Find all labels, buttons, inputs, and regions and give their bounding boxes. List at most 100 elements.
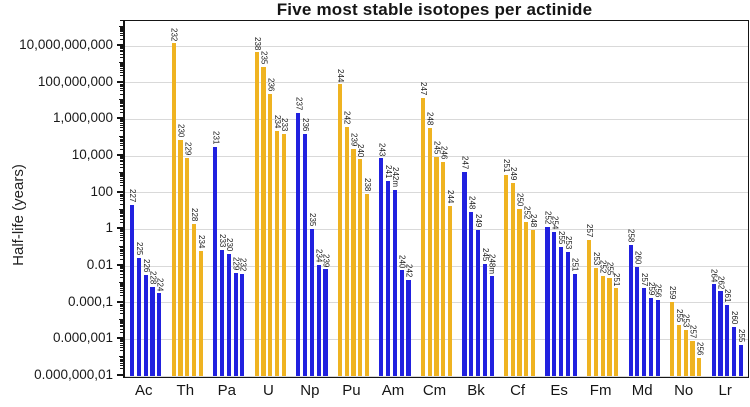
y-minor-tick: [120, 286, 123, 288]
bar-rect: [572, 273, 577, 376]
y-minor-tick: [120, 358, 123, 360]
y-minor-tick: [120, 45, 123, 47]
isotope-label: 248: [529, 214, 539, 228]
isotope-label: 225: [134, 242, 144, 256]
y-minor-tick: [120, 319, 123, 321]
bar-rect: [725, 305, 730, 376]
y-minor-tick: [120, 161, 123, 163]
bar-rect: [517, 208, 522, 376]
y-minor-tick: [120, 99, 123, 101]
y-minor-tick: [120, 194, 123, 196]
isotope-bar-Md-257: 257: [640, 21, 649, 376]
bar-rect: [434, 157, 439, 376]
y-minor-tick: [120, 67, 123, 69]
y-minor-tick: [120, 64, 123, 66]
y-major-tick: [117, 264, 123, 267]
plot-area: 227 225 226 228 224 232 230 229 228 234 231 233 230 2…: [123, 20, 749, 378]
y-minor-tick: [120, 200, 123, 202]
y-minor-tick: [120, 258, 123, 260]
isotope-bar-Pa-232: 232: [238, 21, 247, 376]
y-minor-tick: [120, 255, 123, 257]
y-minor-tick: [120, 231, 123, 233]
y-minor-tick: [120, 139, 123, 141]
isotope-bar-No-253: 253: [682, 21, 691, 376]
y-minor-tick: [120, 276, 123, 278]
y-minor-tick: [120, 137, 123, 139]
y-minor-tick: [120, 155, 123, 157]
y-minor-tick: [120, 26, 123, 28]
bar-rect: [607, 277, 612, 376]
bar-rect: [309, 228, 314, 376]
element-group-Th: 232 230 229 228 234: [167, 21, 209, 376]
y-minor-tick: [120, 357, 123, 359]
y-minor-tick: [120, 214, 123, 216]
isotope-bar-Es-254: 254: [550, 21, 559, 376]
y-minor-tick: [120, 159, 123, 161]
bar-rect: [323, 269, 328, 376]
isotope-bar-Cf-252: 252: [522, 21, 531, 376]
y-minor-tick: [120, 246, 123, 248]
y-minor-tick: [120, 362, 123, 364]
isotope-label: 234: [314, 248, 324, 263]
isotope-label: 259: [668, 286, 678, 300]
isotope-bar-Th-230: 230: [177, 21, 186, 376]
x-axis-label-Cf: Cf: [510, 382, 526, 399]
x-axis-label-Md: Md: [631, 382, 653, 399]
isotope-bar-Bk-248: 248: [467, 21, 476, 376]
isotope-bar-Th-229: 229: [183, 21, 192, 376]
isotope-label: 226: [141, 258, 151, 273]
isotope-bar-No-255: 255: [675, 21, 684, 376]
y-minor-tick: [120, 48, 123, 50]
y-minor-tick: [120, 69, 123, 71]
y-minor-tick: [120, 321, 123, 323]
y-minor-tick: [120, 203, 123, 205]
isotope-label: 244: [335, 68, 345, 82]
bar-rect: [565, 252, 570, 376]
x-axis-label-Ac: Ac: [135, 382, 153, 399]
y-minor-tick: [120, 306, 123, 308]
y-minor-tick: [118, 99, 123, 101]
isotope-bar-Lr-260: 260: [730, 21, 739, 376]
y-minor-tick: [120, 31, 123, 33]
y-minor-tick: [120, 192, 123, 194]
x-axis-label-Lr: Lr: [718, 382, 732, 399]
isotope-bar-Cm-245: 245: [432, 21, 441, 376]
bar-rect: [614, 288, 619, 376]
y-major-tick: [117, 337, 123, 340]
isotope-bar-No-257: 257: [688, 21, 697, 376]
element-group-Ac: 227 225 226 228 224: [125, 21, 167, 376]
bar-rect: [628, 244, 633, 376]
isotope-bar-Fm-253: 253: [592, 21, 601, 376]
y-minor-tick: [120, 291, 123, 293]
isotope-bar-Cm-246: 246: [439, 21, 449, 376]
isotope-bar-U-236: 236: [266, 21, 275, 376]
y-minor-tick: [120, 166, 123, 168]
isotope-label: 235: [259, 51, 269, 65]
bar-rect: [427, 127, 432, 376]
y-minor-tick: [120, 234, 123, 236]
isotope-bar-Th-232: 232: [170, 21, 179, 376]
y-minor-tick: [120, 303, 123, 305]
isotope-bar-U-238: 238: [253, 21, 262, 376]
y-tick-label: 100: [90, 183, 113, 199]
bar-rect: [552, 231, 557, 376]
y-minor-tick: [120, 27, 123, 29]
isotope-label: 246: [439, 146, 449, 160]
bar-rect: [213, 146, 218, 376]
y-major-tick: [117, 374, 123, 376]
y-minor-tick: [118, 319, 123, 320]
isotope-label: 229: [231, 257, 241, 271]
isotope-bar-No-256: 256: [695, 21, 704, 376]
isotope-label: 239: [349, 133, 359, 147]
y-minor-tick: [120, 247, 123, 249]
bar-rect: [469, 211, 474, 376]
isotope-bar-Th-234: 234: [197, 21, 206, 376]
isotope-label: 251: [502, 159, 511, 173]
isotope-bar-No-259: 259: [668, 21, 678, 376]
y-minor-tick: [120, 65, 123, 67]
y-minor-tick: [120, 38, 123, 40]
bar-rect: [303, 134, 308, 376]
isotope-bar-Np-234: 234: [314, 21, 324, 376]
bar-rect: [482, 263, 487, 376]
bar-rect: [586, 239, 592, 376]
